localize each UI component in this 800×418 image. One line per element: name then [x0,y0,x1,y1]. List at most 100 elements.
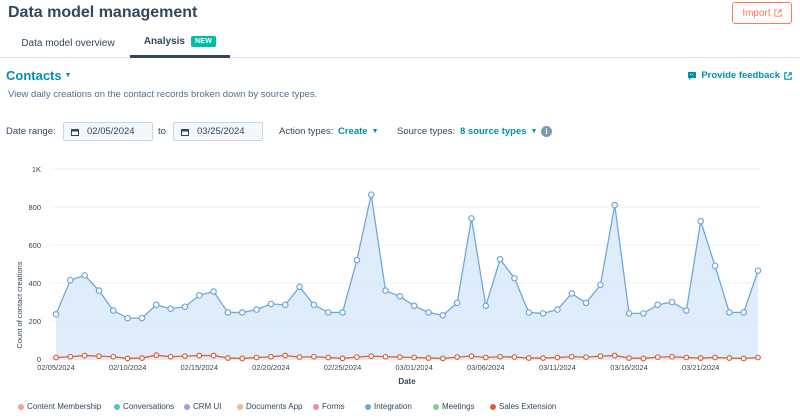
data-point[interactable] [454,354,461,361]
data-point[interactable] [626,355,632,361]
data-point[interactable] [110,307,117,314]
data-point[interactable] [339,355,346,362]
data-point[interactable] [67,353,74,360]
data-point[interactable] [740,355,747,362]
data-point[interactable] [368,353,375,360]
legend-item[interactable]: Integration [365,402,412,411]
data-point[interactable] [196,352,203,359]
data-point[interactable] [482,354,489,361]
data-point[interactable] [711,262,719,270]
data-point[interactable] [367,191,375,198]
data-point[interactable] [382,353,389,360]
data-point[interactable] [224,309,232,316]
data-point[interactable] [296,354,303,361]
data-point[interactable] [167,353,174,360]
data-point[interactable] [668,298,676,306]
data-point[interactable] [425,355,432,361]
data-point[interactable] [568,353,575,360]
data-point[interactable] [353,354,360,361]
tab-data-model-overview[interactable]: Data model overview [14,28,122,58]
data-point[interactable] [195,292,203,299]
data-point[interactable] [582,299,590,307]
data-point[interactable] [640,310,647,317]
legend-item[interactable]: Forms [313,402,345,411]
data-point[interactable] [96,353,102,360]
legend-item[interactable]: Sales Extension [490,402,556,411]
data-point[interactable] [382,287,389,294]
data-point[interactable] [210,288,217,295]
data-point[interactable] [611,352,618,359]
data-point[interactable] [310,301,318,309]
data-point[interactable] [554,354,561,361]
data-point[interactable] [353,256,361,264]
data-point[interactable] [267,353,274,360]
data-point[interactable] [539,310,547,317]
data-point[interactable] [453,299,461,307]
data-point[interactable] [683,354,690,361]
data-point[interactable] [583,354,589,361]
data-point[interactable] [496,255,504,263]
data-point[interactable] [511,274,518,282]
data-point[interactable] [253,354,260,361]
tab-analysis[interactable]: Analysis NEW [130,28,230,58]
data-point[interactable] [439,355,446,362]
data-point[interactable] [468,353,475,360]
data-point[interactable] [339,309,346,316]
data-point[interactable] [138,314,146,322]
data-point[interactable] [654,301,662,309]
data-point[interactable] [511,354,518,361]
data-point[interactable] [439,312,447,319]
data-point[interactable] [712,354,718,361]
data-point[interactable] [669,353,675,360]
data-point[interactable] [425,309,432,316]
data-point[interactable] [52,311,60,318]
action-types-dropdown[interactable]: Create ▼ [338,126,379,137]
data-point[interactable] [396,354,403,361]
data-point[interactable] [554,306,561,313]
import-button[interactable]: Import [732,2,792,24]
data-point[interactable] [726,309,733,316]
legend-item[interactable]: CRM UI [184,402,221,411]
data-point[interactable] [625,310,633,317]
data-point[interactable] [740,309,747,316]
data-point[interactable] [124,355,131,362]
data-point[interactable] [697,217,704,225]
data-point[interactable] [654,354,661,361]
data-point[interactable] [396,293,404,300]
data-point[interactable] [296,283,303,291]
data-point[interactable] [324,309,332,316]
data-point[interactable] [683,307,690,314]
data-point[interactable] [81,272,88,279]
legend-item[interactable]: Content Membership [18,402,101,411]
data-point[interactable] [182,353,188,360]
data-point[interactable] [110,353,117,360]
data-point[interactable] [611,201,619,209]
data-point[interactable] [167,305,174,312]
legend-item[interactable]: Documents App [237,402,302,411]
data-point[interactable] [640,355,647,362]
info-icon[interactable]: i [541,126,552,137]
data-point[interactable] [568,290,576,297]
provide-feedback-link[interactable]: Provide feedback [687,70,792,81]
data-point[interactable] [281,301,289,309]
data-point[interactable] [755,354,761,361]
data-point[interactable] [238,309,246,316]
data-point[interactable] [754,267,762,274]
data-point[interactable] [139,355,145,361]
data-point[interactable] [239,355,246,362]
data-point[interactable] [525,309,533,316]
source-types-dropdown[interactable]: 8 source types ▼ [460,126,537,137]
data-point[interactable] [468,215,475,222]
data-point[interactable] [726,355,733,361]
data-point[interactable] [497,353,504,360]
object-selector[interactable]: Contacts ▼ [6,68,72,83]
data-point[interactable] [152,301,160,309]
data-point[interactable] [410,302,418,310]
data-point[interactable] [253,306,260,313]
data-point[interactable] [81,352,88,359]
data-point[interactable] [153,352,160,359]
data-point[interactable] [697,355,704,361]
data-point[interactable] [67,276,74,284]
start-date-input[interactable]: 02/05/2024 [63,122,153,141]
data-point[interactable] [53,354,59,361]
